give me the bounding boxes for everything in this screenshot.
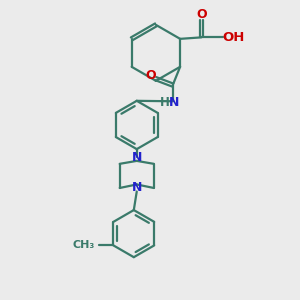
Text: N: N — [169, 96, 179, 109]
Text: OH: OH — [223, 31, 245, 44]
Text: O: O — [196, 8, 207, 22]
Text: CH₃: CH₃ — [73, 240, 95, 250]
Text: N: N — [132, 182, 142, 194]
Text: H: H — [160, 96, 170, 109]
Text: O: O — [145, 69, 156, 82]
Text: N: N — [132, 151, 142, 164]
